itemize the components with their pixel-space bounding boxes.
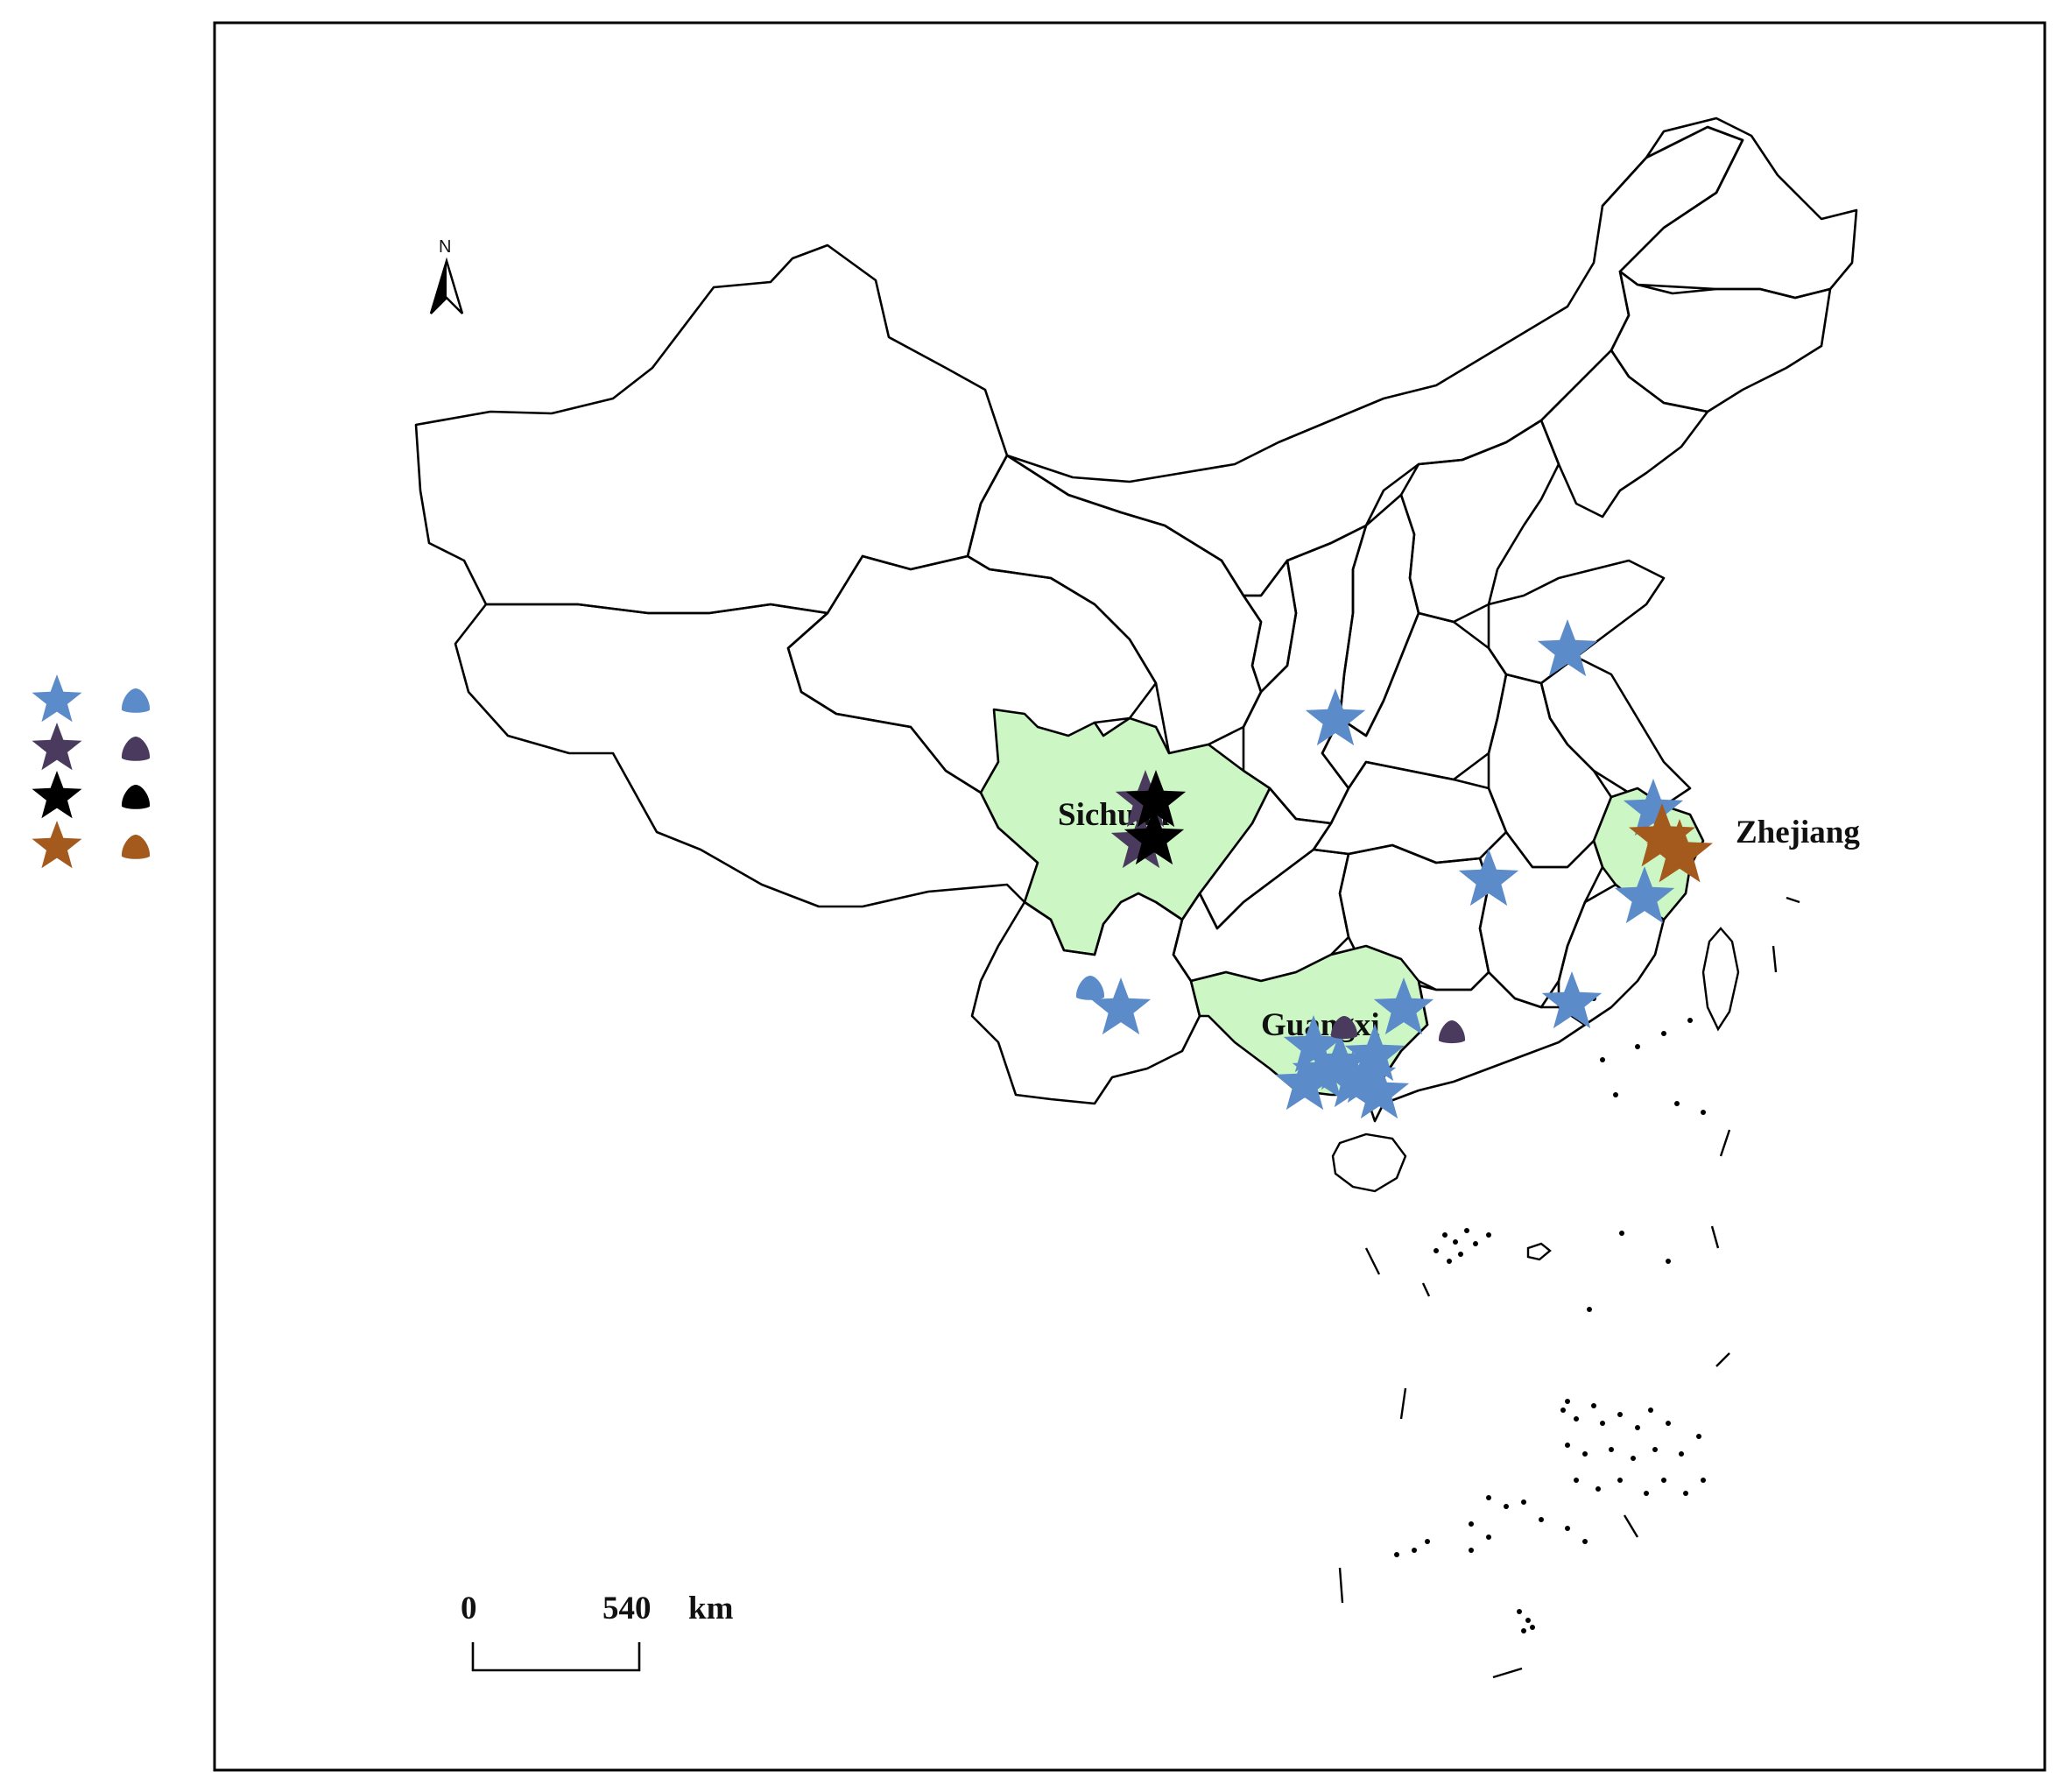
marker-blob-purple — [1438, 1020, 1466, 1044]
marker-star-blue — [1283, 1015, 1344, 1073]
marker-star-black — [1125, 770, 1187, 828]
marker-star-blue — [1322, 1050, 1384, 1108]
boundary-dash-3 — [1338, 1567, 1344, 1604]
marker-star-blue — [1292, 1041, 1353, 1099]
marker-star-black — [1124, 808, 1185, 865]
map-frame — [213, 21, 2046, 1772]
legend-star-icon-blue — [32, 674, 82, 723]
scale-line — [471, 1642, 641, 1672]
scale-bar: 0 540 km — [461, 1591, 734, 1672]
boundary-dash-10 — [1786, 896, 1800, 904]
island-taiwan — [1701, 927, 1740, 1032]
scale-start: 0 — [461, 1591, 477, 1626]
marker-star-blue — [1373, 977, 1434, 1035]
marker-star-blue — [1309, 1033, 1370, 1090]
region-hebei — [1399, 419, 1560, 624]
scale-unit: km — [688, 1591, 734, 1626]
region-jilin — [1610, 270, 1832, 413]
boundary-dash-2 — [1399, 1387, 1407, 1420]
legend-drop-icon-brown — [121, 835, 151, 859]
region-anhui — [1487, 673, 1613, 869]
marker-star-blue — [1344, 1024, 1405, 1082]
region-hubei — [1312, 760, 1508, 864]
region-tibet — [454, 603, 1039, 908]
boundary-dash-4 — [1492, 1667, 1523, 1679]
region-gansu — [966, 454, 1263, 755]
island-hainan — [1331, 1132, 1407, 1193]
boundary-dash-9 — [1772, 945, 1778, 973]
marker-star-blue — [1458, 849, 1519, 907]
marker-star-blue — [1537, 619, 1598, 677]
region-liaoning — [1539, 349, 1709, 519]
boundary-dash-6 — [1715, 1352, 1730, 1367]
islands — [1331, 896, 1800, 1679]
legend-star-icon-brown — [32, 821, 82, 869]
marker-star-blue — [1090, 977, 1152, 1035]
marker-star-blue — [1541, 971, 1603, 1029]
markers-layer — [1075, 619, 1713, 1119]
marker-star-blue — [1349, 1062, 1410, 1119]
island-dots — [1394, 996, 1706, 1633]
label-zhejiang: Zhejiang — [1736, 815, 1860, 850]
legend-drop-icon-blue — [121, 688, 151, 713]
region-yunnan — [970, 892, 1201, 1105]
region-heilongjiang — [1601, 116, 1858, 300]
boundary-dash-5 — [1623, 1514, 1639, 1538]
boundary-dash-8 — [1719, 1129, 1731, 1157]
boundary-dash-1 — [1364, 1247, 1381, 1275]
legend-star-icon-black — [32, 771, 82, 819]
legend — [32, 674, 151, 869]
region-ningxia — [1242, 559, 1298, 694]
legend-drop-icon-purple — [121, 737, 151, 761]
marker-star-brown — [1646, 819, 1713, 883]
scale-end: 540 — [602, 1591, 652, 1626]
boundary-dash-7 — [1710, 1225, 1720, 1249]
region-inner-mongolia — [1005, 125, 1744, 597]
region-shaanxi — [1242, 524, 1368, 825]
marker-star-blue — [1305, 688, 1366, 746]
marker-blob-blue — [1075, 976, 1105, 1000]
north-label: N — [439, 237, 451, 257]
province-boundaries — [414, 116, 1858, 1123]
island-small — [1526, 1242, 1552, 1261]
marker-star-blue — [1623, 779, 1684, 836]
marker-star-brown — [1629, 803, 1695, 867]
marker-star-blue — [1614, 866, 1675, 924]
marker-blob-purple — [1330, 1016, 1358, 1040]
region-xinjiang — [414, 243, 1009, 615]
marker-star-blue — [1274, 1053, 1335, 1111]
north-arrow: N — [429, 237, 464, 314]
boundary-dash-11 — [1421, 1282, 1431, 1297]
legend-drop-icon-black — [121, 785, 151, 809]
region-jiangsu — [1539, 655, 1692, 808]
legend-star-icon-purple — [32, 723, 82, 771]
